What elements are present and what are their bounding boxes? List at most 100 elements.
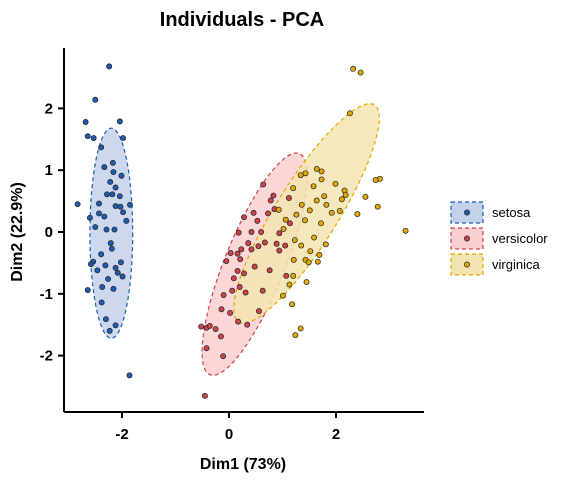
point-virginica: [310, 183, 317, 190]
point-versicolor: [276, 247, 283, 254]
point-versicolor: [254, 217, 261, 224]
point-versicolor: [230, 275, 237, 282]
point-setosa: [127, 201, 133, 208]
point-setosa: [112, 184, 119, 191]
ellipse-virginica: [233, 103, 380, 324]
point-virginica: [290, 185, 297, 192]
point-virginica: [292, 332, 299, 339]
point-virginica: [305, 259, 312, 266]
point-versicolor: [236, 284, 243, 290]
point-virginica: [316, 251, 323, 258]
point-setosa: [106, 63, 113, 70]
point-virginica: [342, 191, 349, 198]
point-virginica: [402, 227, 409, 234]
point-versicolor: [273, 240, 280, 247]
legend-label-setosa: setosa: [492, 205, 531, 220]
point-versicolor: [248, 246, 255, 253]
point-virginica: [322, 241, 329, 248]
point-setosa: [102, 316, 109, 323]
point-versicolor: [282, 242, 289, 249]
point-versicolor: [266, 267, 273, 274]
point-virginica: [290, 256, 297, 263]
point-setosa: [98, 299, 105, 306]
data-points: [74, 63, 409, 399]
point-setosa: [110, 285, 117, 292]
point-setosa: [117, 259, 124, 266]
point-virginica: [311, 234, 318, 241]
point-versicolor: [267, 197, 274, 204]
point-setosa: [114, 269, 121, 276]
point-versicolor: [259, 287, 266, 294]
point-versicolor: [212, 326, 219, 332]
point-virginica: [328, 209, 335, 216]
point-versicolor: [260, 181, 267, 188]
point-versicolor: [198, 323, 205, 330]
point-virginica: [350, 65, 357, 72]
point-virginica: [357, 69, 364, 76]
point-virginica: [354, 211, 361, 218]
point-setosa: [126, 372, 133, 379]
chart-title: Individuals - PCA: [160, 9, 324, 31]
point-setosa: [99, 284, 106, 290]
point-versicolor: [206, 322, 213, 329]
point-versicolor: [255, 243, 262, 250]
point-virginica: [282, 216, 289, 223]
point-virginica: [313, 197, 320, 204]
point-setosa: [96, 200, 102, 207]
point-versicolor: [285, 195, 292, 201]
point-versicolor: [218, 333, 224, 340]
point-setosa: [108, 245, 115, 252]
point-versicolor: [283, 272, 290, 279]
y-tick-label: 0: [45, 224, 53, 241]
point-versicolor: [234, 250, 241, 257]
point-setosa: [120, 209, 127, 216]
point-virginica: [336, 208, 343, 214]
point-setosa: [88, 261, 94, 268]
point-setosa: [86, 214, 93, 221]
point-virginica: [318, 168, 325, 175]
point-virginica: [372, 177, 379, 184]
legend: setosa versicolor virginica: [450, 201, 548, 276]
legend-marker-virginica: [464, 261, 470, 268]
point-setosa: [92, 224, 99, 231]
point-versicolor: [276, 230, 283, 237]
point-versicolor: [203, 345, 210, 352]
point-versicolor: [251, 263, 258, 270]
point-versicolor: [241, 214, 247, 221]
point-virginica: [275, 206, 282, 213]
point-virginica: [323, 201, 330, 208]
legend-marker-setosa: [464, 209, 470, 216]
point-versicolor: [287, 220, 293, 227]
point-setosa: [104, 191, 110, 198]
point-setosa: [105, 276, 112, 282]
point-virginica: [293, 211, 300, 218]
point-setosa: [116, 118, 123, 125]
y-axis-label: Dim2 (22.9%): [9, 182, 26, 282]
legend-label-versicolor: versicolor: [492, 231, 548, 246]
point-setosa: [123, 217, 130, 224]
point-virginica: [332, 180, 339, 187]
point-virginica: [346, 110, 353, 117]
x-axis-label: Dim1 (73%): [200, 456, 286, 473]
legend-label-virginica: virginica: [492, 257, 540, 272]
point-setosa: [117, 203, 124, 210]
point-virginica: [298, 201, 305, 208]
point-setosa: [103, 226, 110, 233]
y-tick-label: -2: [40, 348, 53, 365]
point-versicolor: [223, 258, 230, 264]
point-versicolor: [218, 306, 225, 313]
y-tick-label: -1: [40, 286, 53, 303]
point-setosa: [109, 159, 116, 166]
point-versicolor: [234, 267, 241, 274]
point-versicolor: [237, 256, 244, 263]
point-versicolor: [248, 229, 255, 235]
point-setosa: [102, 262, 109, 269]
point-versicolor: [229, 287, 236, 294]
point-versicolor: [270, 192, 277, 199]
point-virginica: [321, 193, 328, 200]
point-setosa: [84, 133, 91, 140]
point-setosa: [84, 287, 91, 294]
point-setosa: [112, 322, 119, 329]
point-virginica: [313, 166, 320, 172]
point-setosa: [107, 178, 114, 185]
